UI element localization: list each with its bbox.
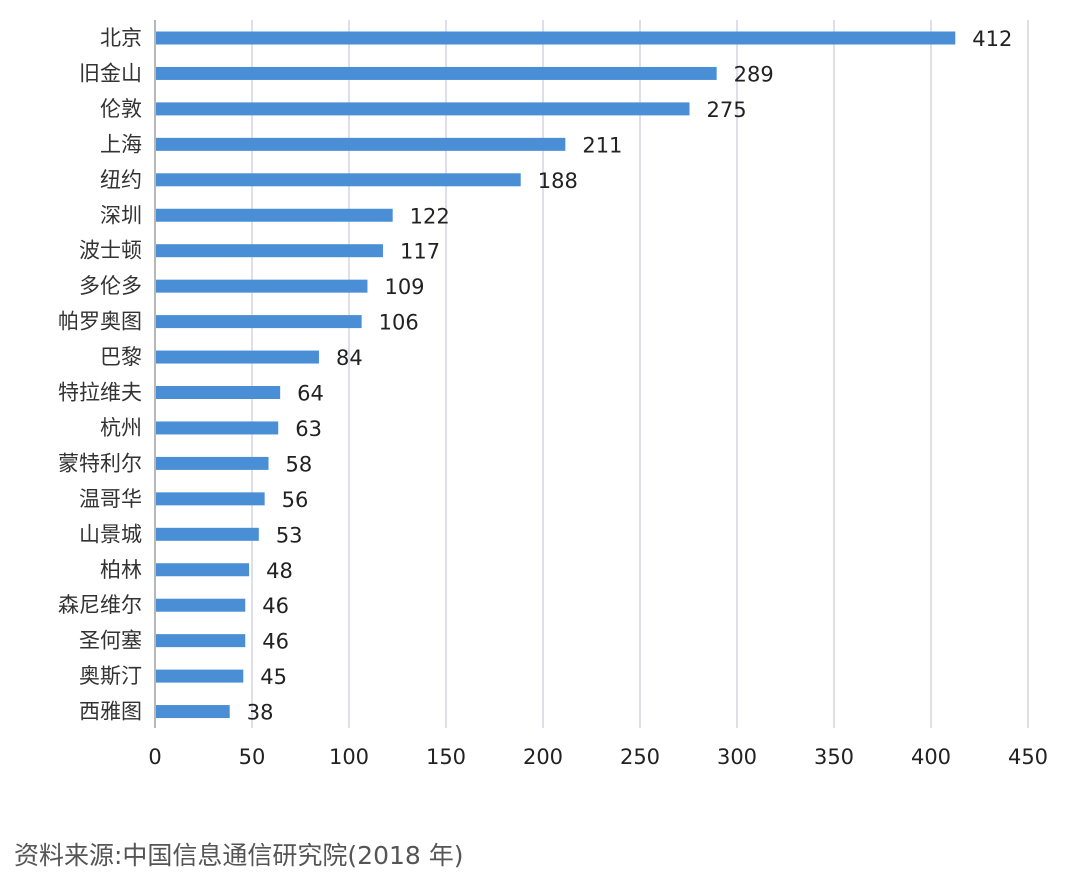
bar — [156, 705, 230, 719]
data-label: 45 — [260, 665, 287, 689]
category-label: 上海 — [100, 132, 142, 156]
data-label: 412 — [972, 27, 1012, 51]
category-label: 奥斯汀 — [79, 664, 142, 688]
data-label: 58 — [286, 452, 313, 476]
category-label: 特拉维夫 — [58, 381, 142, 405]
category-label: 深圳 — [100, 203, 142, 227]
x-tick-label: 300 — [717, 745, 757, 769]
data-label: 188 — [538, 169, 578, 193]
bar — [156, 386, 281, 399]
bar — [156, 31, 956, 45]
category-label: 温哥华 — [79, 487, 142, 511]
source-note: 资料来源:中国信息通信研究院(2018 年) — [14, 841, 464, 870]
x-tick-label: 250 — [620, 745, 660, 769]
data-label: 211 — [582, 133, 622, 157]
bar — [156, 669, 244, 683]
data-label: 117 — [400, 240, 440, 264]
data-label: 46 — [262, 594, 289, 618]
x-tick-label: 100 — [329, 745, 369, 769]
bar — [156, 527, 259, 541]
bar — [156, 137, 566, 151]
bar — [156, 634, 246, 648]
data-label: 63 — [295, 417, 322, 441]
data-label: 106 — [379, 311, 419, 335]
data-label: 122 — [410, 204, 450, 228]
data-label: 275 — [707, 98, 747, 122]
category-labels: 北京旧金山伦敦上海纽约深圳波士顿多伦多帕罗奥图巴黎特拉维夫杭州蒙特利尔温哥华山景… — [58, 26, 142, 724]
x-tick-label: 400 — [911, 745, 951, 769]
grid-lines — [251, 20, 1029, 728]
x-tick-label: 450 — [1008, 745, 1048, 769]
bar — [156, 173, 521, 187]
bar — [156, 598, 246, 612]
bar — [156, 421, 279, 435]
x-tick-label: 350 — [814, 745, 854, 769]
data-label: 109 — [384, 275, 424, 299]
data-label: 48 — [266, 559, 293, 583]
data-label: 289 — [734, 62, 774, 86]
category-label: 北京 — [100, 26, 142, 50]
category-label: 柏林 — [100, 558, 142, 582]
category-label: 纽约 — [100, 168, 142, 192]
bar — [156, 563, 250, 577]
category-label: 山景城 — [79, 522, 142, 546]
data-label: 46 — [262, 630, 289, 654]
data-label: 56 — [282, 488, 309, 512]
category-label: 旧金山 — [79, 61, 142, 85]
x-tick-label: 50 — [239, 745, 266, 769]
category-label: 西雅图 — [79, 700, 142, 724]
data-label: 53 — [276, 523, 303, 547]
bar — [156, 350, 319, 364]
bar — [156, 208, 393, 222]
bar — [156, 102, 690, 116]
bar-chart: 北京旧金山伦敦上海纽约深圳波士顿多伦多帕罗奥图巴黎特拉维夫杭州蒙特利尔温哥华山景… — [58, 20, 1048, 769]
category-label: 波士顿 — [79, 239, 142, 263]
x-tick-label: 200 — [523, 745, 563, 769]
category-label: 帕罗奥图 — [58, 310, 142, 334]
bar — [156, 456, 269, 470]
x-tick-label: 150 — [426, 745, 466, 769]
category-label: 杭州 — [100, 416, 142, 440]
x-axis-tick-labels: 0 50 100 150 200 250 300 350 400 450 — [148, 745, 1048, 769]
x-tick-label: 0 — [148, 745, 161, 769]
data-label: 64 — [297, 382, 324, 406]
data-label: 84 — [336, 346, 363, 370]
category-label: 伦敦 — [100, 97, 142, 121]
bar — [156, 244, 383, 258]
bars — [156, 31, 956, 719]
category-label: 圣何塞 — [79, 629, 142, 653]
bar — [156, 315, 362, 329]
bar — [156, 66, 717, 80]
data-label: 38 — [247, 701, 274, 725]
category-label: 巴黎 — [100, 345, 142, 369]
category-label: 多伦多 — [79, 274, 142, 298]
category-label: 蒙特利尔 — [58, 451, 142, 475]
bar — [156, 492, 265, 506]
category-label: 森尼维尔 — [58, 593, 142, 617]
bar — [156, 279, 368, 293]
